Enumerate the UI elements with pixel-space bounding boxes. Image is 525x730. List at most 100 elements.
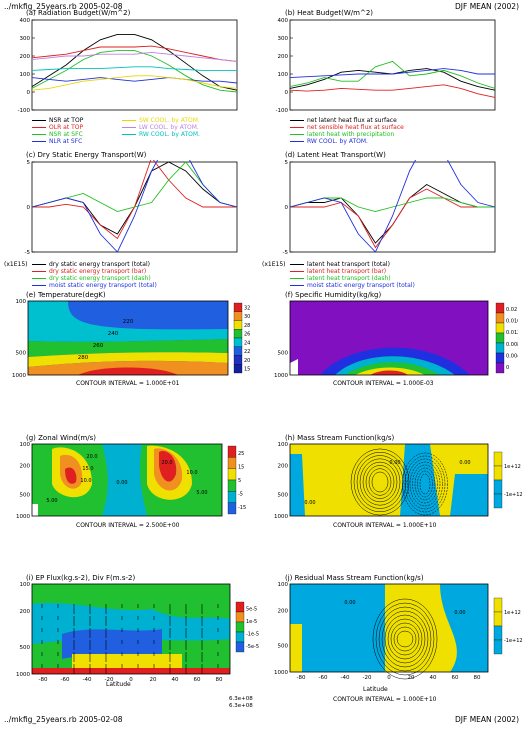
contour-line: [412, 464, 438, 504]
y-tick-label: 500: [20, 645, 31, 651]
shade-band: [65, 467, 77, 484]
title-e: (e) Temperature(degK): [26, 291, 106, 299]
series-line-2: [290, 188, 495, 249]
colorbar-label: 1e+12: [504, 464, 521, 470]
x-tick-label: 80: [474, 675, 481, 681]
contour-line: [404, 455, 446, 513]
colorbar-cell: [233, 355, 243, 365]
temperature-panel: 220 240 260 280 100 500 1000 320 300 280 260 240 220…: [12, 299, 250, 379]
colorbar-cell: [235, 611, 245, 623]
legend-item: NLR at SFC: [32, 139, 82, 145]
contour-line: [414, 467, 436, 501]
legend-swatch: [32, 278, 46, 279]
contour-line: [387, 618, 423, 660]
x-tick-label: 60: [452, 675, 459, 681]
colorbar-cell: [235, 641, 245, 653]
colorbar-label: 0.016: [506, 319, 518, 325]
series-line-3: [289, 60, 496, 89]
legend-swatch: [290, 285, 304, 286]
x-tick-label: 80: [216, 677, 223, 683]
y-tick-label: 1000: [274, 670, 288, 676]
colorbar-cell: [233, 364, 243, 374]
legend-item: NSR at SFC: [32, 132, 83, 138]
contour-interval-e: CONTOUR INTERVAL = 1.000E+01: [76, 380, 180, 387]
legend-item: dry static energy transport (bar): [32, 269, 146, 275]
legend-item: SW COOL. by ATOM.: [122, 118, 200, 124]
y-tick-label: 1000: [274, 514, 288, 520]
y-tick-label: 200: [278, 608, 289, 614]
legend-item: latent heat transport (bar): [290, 269, 386, 275]
colorbar-label: -1e+12: [504, 638, 523, 644]
legend-label: latent heat transport (dash): [307, 275, 391, 282]
series-line-1: [31, 161, 238, 235]
legend-swatch: [122, 120, 136, 121]
plot-frame: [289, 300, 489, 376]
colorbar-cell: [495, 342, 505, 354]
contour-line: [378, 606, 432, 672]
y-tick-label: 0: [27, 205, 31, 211]
contour-label: 0.00: [459, 460, 470, 466]
contour-line: [365, 465, 395, 499]
colorbar-label: 0.012: [506, 330, 518, 336]
colorbar-cell: [235, 621, 245, 633]
legend-item: OLR at TOP: [32, 125, 83, 131]
y-tick-label: 200: [278, 464, 289, 470]
y-tick-label: 400: [20, 18, 31, 24]
legend-swatch: [32, 271, 46, 272]
legend-label: OLR at TOP: [49, 124, 84, 131]
contour-label: 0.00: [116, 480, 127, 486]
plot-frame: [289, 443, 489, 517]
colorbar-label: 150: [244, 367, 250, 373]
colorbar-label: -15: [238, 505, 246, 511]
legend-swatch: [290, 141, 304, 142]
plot-frame: [289, 583, 489, 673]
y-tick-label: 500: [278, 351, 289, 357]
contour-line: [371, 471, 389, 493]
shade-band: [28, 339, 228, 357]
colorbar-cell: [233, 311, 243, 321]
contour-line: [419, 473, 431, 495]
y-tick-label: 1000: [16, 672, 30, 678]
shade-band: [385, 584, 457, 672]
scale-note-c: (x1E15): [4, 261, 28, 268]
y-tick-label: 100: [278, 72, 289, 78]
header-right: DJF MEAN (2002): [455, 2, 519, 11]
x-tick-label: -20: [363, 675, 372, 681]
xlabel-j: Latitude: [363, 686, 388, 693]
contour-line: [381, 610, 429, 668]
colorbar-cell: [233, 302, 243, 312]
y-tick-label: 1000: [274, 373, 288, 379]
contour-label: 20.0: [86, 454, 97, 460]
contour-interval-f: CONTOUR INTERVAL = 1.000E-03: [333, 380, 434, 387]
y-tick-label: 5: [285, 160, 289, 166]
legend-swatch: [122, 127, 136, 128]
legend-swatch: [122, 134, 136, 135]
shade-band: [78, 367, 178, 375]
shade-band: [62, 629, 162, 659]
y-tick-label: -5: [25, 250, 31, 256]
title-a: (a) Radiation Budget(W/m^2): [26, 9, 131, 17]
legend-item: net sensible heat flux at surface: [290, 125, 404, 131]
plot-frame: [289, 19, 496, 111]
contour-label: 15.0: [82, 466, 93, 472]
contour-label: 0.00: [389, 460, 400, 466]
footer-left: ../mkfig_25years.rb 2005-02-08: [4, 715, 123, 724]
legend-label: moist static energy transport (total): [49, 282, 157, 289]
x-tick-label: 0: [387, 675, 391, 681]
ep-scale-2: 6.3e+08: [229, 703, 253, 709]
colorbar-label: 240: [244, 340, 250, 346]
title-j: (j) Residual Mass Stream Function(kg/s): [285, 574, 424, 582]
colorbar-cell: [227, 468, 237, 481]
x-tick-label: -80: [297, 675, 306, 681]
contour-line: [368, 468, 392, 496]
colorbar-label: 280: [244, 323, 250, 329]
series-line-1: [289, 183, 495, 244]
colorbar-cell: [493, 493, 503, 509]
contour-label: 280: [78, 355, 89, 361]
y-tick-label: 0: [285, 90, 289, 96]
contour-line: [390, 622, 420, 656]
y-tick-label: 100: [20, 72, 31, 78]
legend-label: moist static energy transport (total): [307, 282, 415, 289]
legend-item: latent heat transport (total): [290, 262, 390, 268]
y-tick-label: 500: [20, 492, 31, 498]
